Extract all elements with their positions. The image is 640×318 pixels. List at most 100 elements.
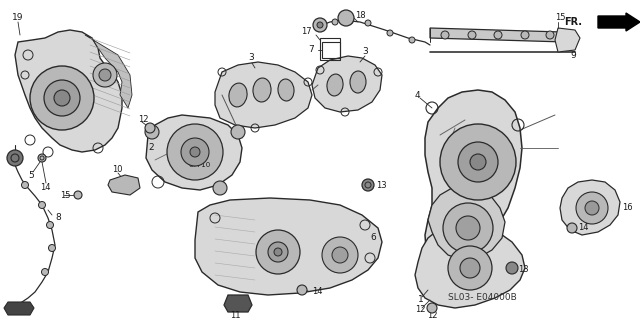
Circle shape <box>190 147 200 157</box>
Circle shape <box>93 63 117 87</box>
Circle shape <box>456 216 480 240</box>
Circle shape <box>317 22 323 28</box>
Circle shape <box>42 268 49 275</box>
Circle shape <box>167 124 223 180</box>
Text: 3: 3 <box>248 53 253 63</box>
Text: 13: 13 <box>518 266 529 274</box>
Text: 18: 18 <box>355 10 365 19</box>
Circle shape <box>338 10 354 26</box>
Text: 10: 10 <box>112 165 122 175</box>
Polygon shape <box>215 62 312 128</box>
Polygon shape <box>312 56 382 112</box>
Text: OA 10: OA 10 <box>189 162 211 168</box>
Circle shape <box>567 223 577 233</box>
Circle shape <box>460 258 480 278</box>
Circle shape <box>468 31 476 39</box>
Text: 14: 14 <box>312 287 323 296</box>
Circle shape <box>54 90 70 106</box>
Circle shape <box>145 125 159 139</box>
Text: 13: 13 <box>376 181 387 190</box>
Polygon shape <box>428 185 505 260</box>
Text: 9: 9 <box>570 51 576 59</box>
Text: 8: 8 <box>55 213 61 223</box>
Text: 17: 17 <box>301 27 312 37</box>
Circle shape <box>576 192 608 224</box>
Text: 19: 19 <box>12 13 24 23</box>
Text: SL03- E04000B: SL03- E04000B <box>448 294 516 302</box>
Polygon shape <box>224 295 252 312</box>
Circle shape <box>440 124 516 200</box>
Polygon shape <box>195 198 382 295</box>
Ellipse shape <box>253 78 271 102</box>
Text: 6: 6 <box>370 233 376 243</box>
Ellipse shape <box>229 83 247 107</box>
Circle shape <box>585 201 599 215</box>
Ellipse shape <box>278 79 294 101</box>
Circle shape <box>322 237 358 273</box>
Circle shape <box>145 123 155 133</box>
Circle shape <box>458 142 498 182</box>
Polygon shape <box>560 180 620 235</box>
Circle shape <box>231 125 245 139</box>
Text: 5: 5 <box>28 170 34 179</box>
Polygon shape <box>415 222 525 308</box>
Text: 11: 11 <box>230 310 240 318</box>
Polygon shape <box>425 90 522 262</box>
Ellipse shape <box>350 71 366 93</box>
Circle shape <box>268 242 288 262</box>
Circle shape <box>7 150 23 166</box>
Polygon shape <box>555 28 580 52</box>
Circle shape <box>38 202 45 209</box>
Text: 4: 4 <box>415 91 420 100</box>
Circle shape <box>274 248 282 256</box>
Text: 16: 16 <box>622 204 632 212</box>
Circle shape <box>494 31 502 39</box>
Text: 14: 14 <box>40 183 51 192</box>
Circle shape <box>38 154 46 162</box>
Text: 2: 2 <box>148 143 154 153</box>
Circle shape <box>99 69 111 81</box>
Text: 14: 14 <box>578 224 589 232</box>
Polygon shape <box>430 28 565 42</box>
Text: 7: 7 <box>308 45 314 54</box>
Text: 12: 12 <box>427 310 437 318</box>
Circle shape <box>448 246 492 290</box>
Text: 3: 3 <box>362 47 368 57</box>
Circle shape <box>347 18 353 24</box>
Circle shape <box>181 138 209 166</box>
Circle shape <box>521 31 529 39</box>
Polygon shape <box>146 115 242 190</box>
Circle shape <box>22 182 29 189</box>
Ellipse shape <box>327 74 343 96</box>
Circle shape <box>49 245 56 252</box>
Circle shape <box>47 222 54 229</box>
Circle shape <box>365 20 371 26</box>
Circle shape <box>443 203 493 253</box>
Circle shape <box>44 80 80 116</box>
Text: 15: 15 <box>555 13 566 23</box>
Circle shape <box>256 230 300 274</box>
Circle shape <box>362 179 374 191</box>
Circle shape <box>74 191 82 199</box>
Circle shape <box>506 262 518 274</box>
Polygon shape <box>15 30 122 152</box>
Polygon shape <box>4 302 34 315</box>
Circle shape <box>213 181 227 195</box>
Polygon shape <box>108 175 140 195</box>
Text: FR.: FR. <box>564 17 582 27</box>
Circle shape <box>297 285 307 295</box>
Circle shape <box>332 19 338 25</box>
Circle shape <box>30 66 94 130</box>
Circle shape <box>409 37 415 43</box>
Polygon shape <box>85 35 132 108</box>
Circle shape <box>546 31 554 39</box>
Circle shape <box>427 303 437 313</box>
Circle shape <box>332 247 348 263</box>
Text: 12: 12 <box>138 115 148 125</box>
Text: 1: 1 <box>418 295 424 305</box>
Circle shape <box>387 30 393 36</box>
Text: 12: 12 <box>415 306 426 315</box>
Circle shape <box>470 154 486 170</box>
Circle shape <box>313 18 327 32</box>
Text: 15: 15 <box>60 190 70 199</box>
